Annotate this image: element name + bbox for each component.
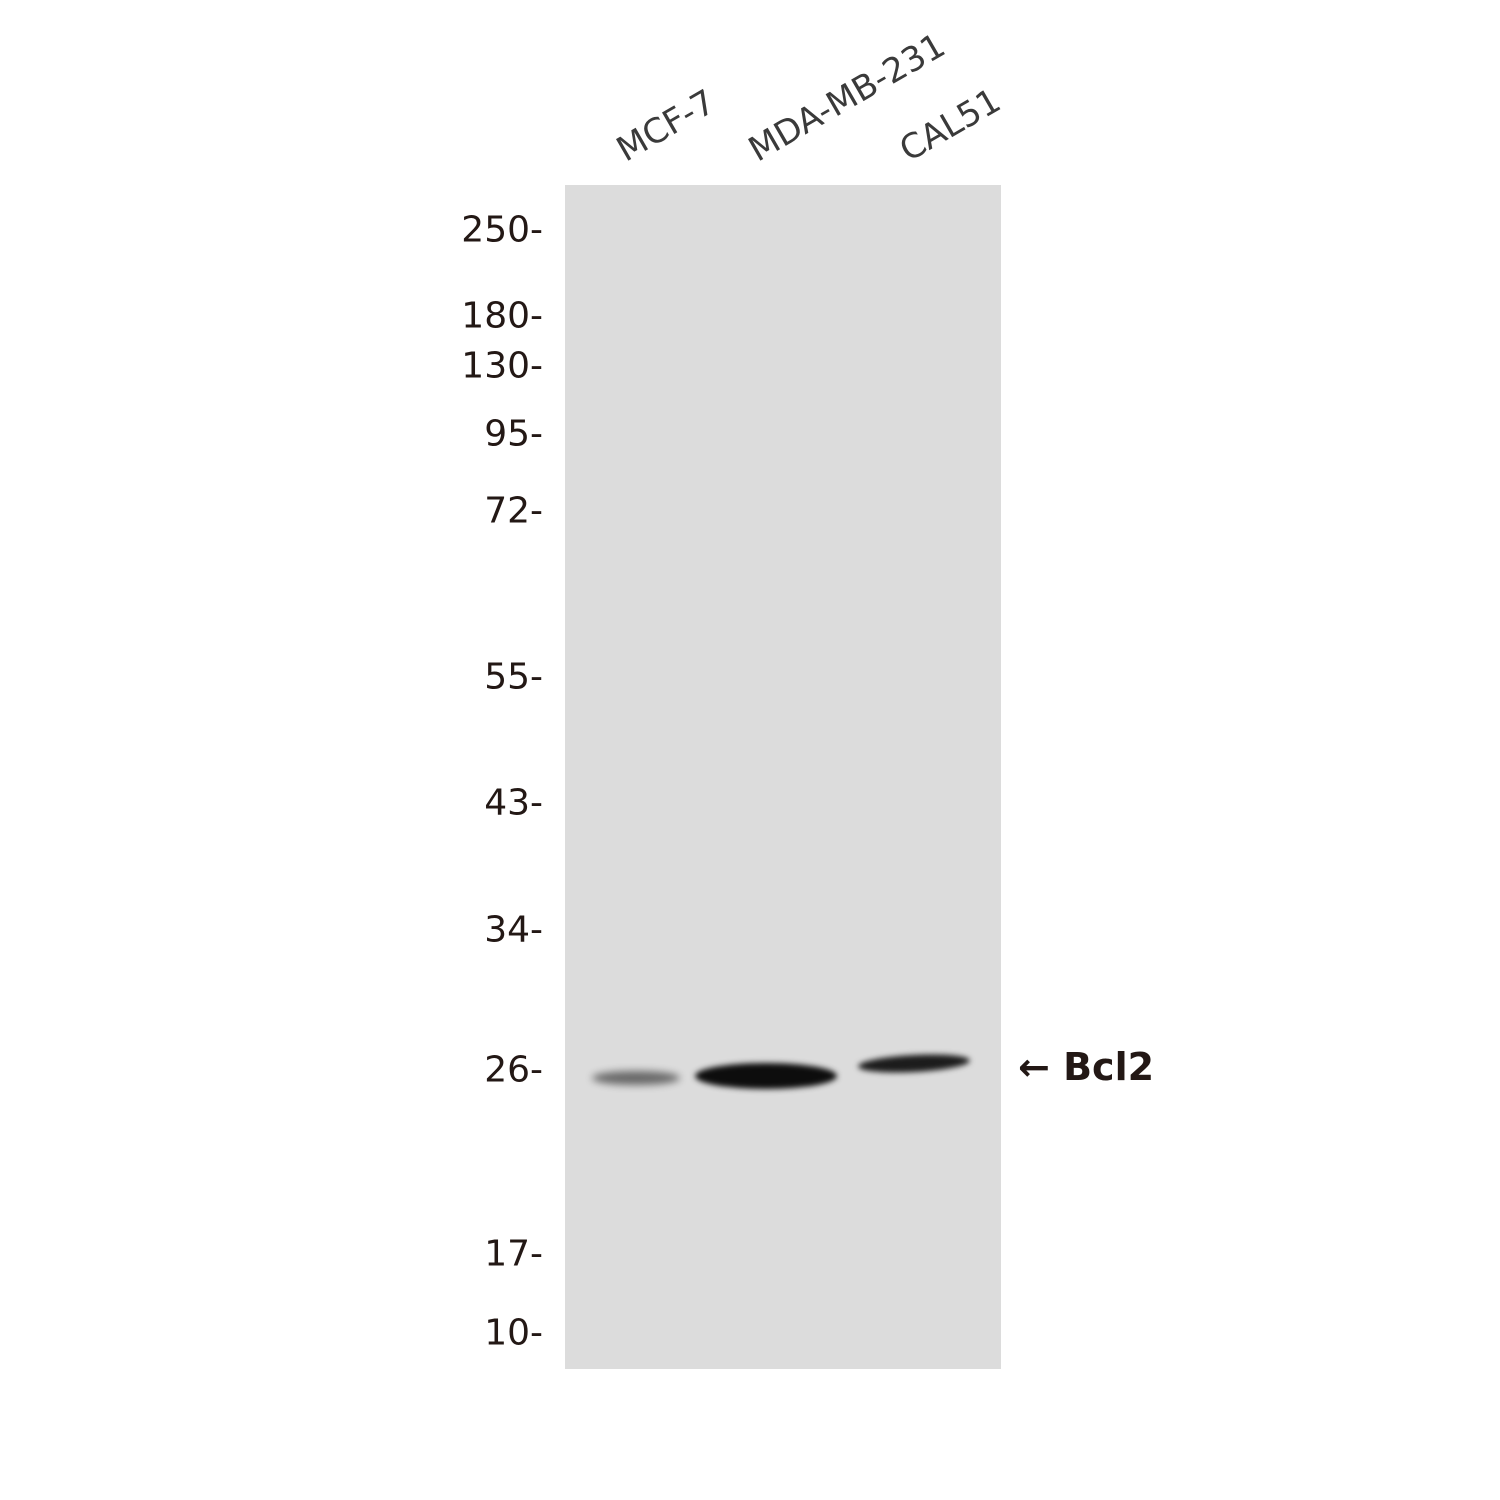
band-mcf7 — [592, 1071, 680, 1085]
marker-72: 72- — [484, 490, 543, 532]
marker-26: 26- — [484, 1049, 543, 1091]
band-mda-mb-231 — [695, 1063, 837, 1089]
blot-membrane — [565, 185, 1001, 1369]
marker-10: 10- — [484, 1312, 543, 1354]
target-label: Bcl2 — [1063, 1045, 1155, 1089]
marker-250: 250- — [461, 209, 543, 251]
lane-label-mcf7: MCF-7 — [610, 82, 723, 170]
lane-label-cal51: CAL51 — [893, 80, 1008, 170]
marker-43: 43- — [484, 782, 543, 824]
marker-130: 130- — [461, 345, 543, 387]
marker-17: 17- — [484, 1233, 543, 1275]
marker-180: 180- — [461, 295, 543, 337]
marker-34: 34- — [484, 909, 543, 951]
marker-95: 95- — [484, 413, 543, 455]
left-arrow-icon: ← — [1018, 1045, 1050, 1089]
target-annotation: ← Bcl2 — [1018, 1045, 1154, 1089]
marker-55: 55- — [484, 656, 543, 698]
